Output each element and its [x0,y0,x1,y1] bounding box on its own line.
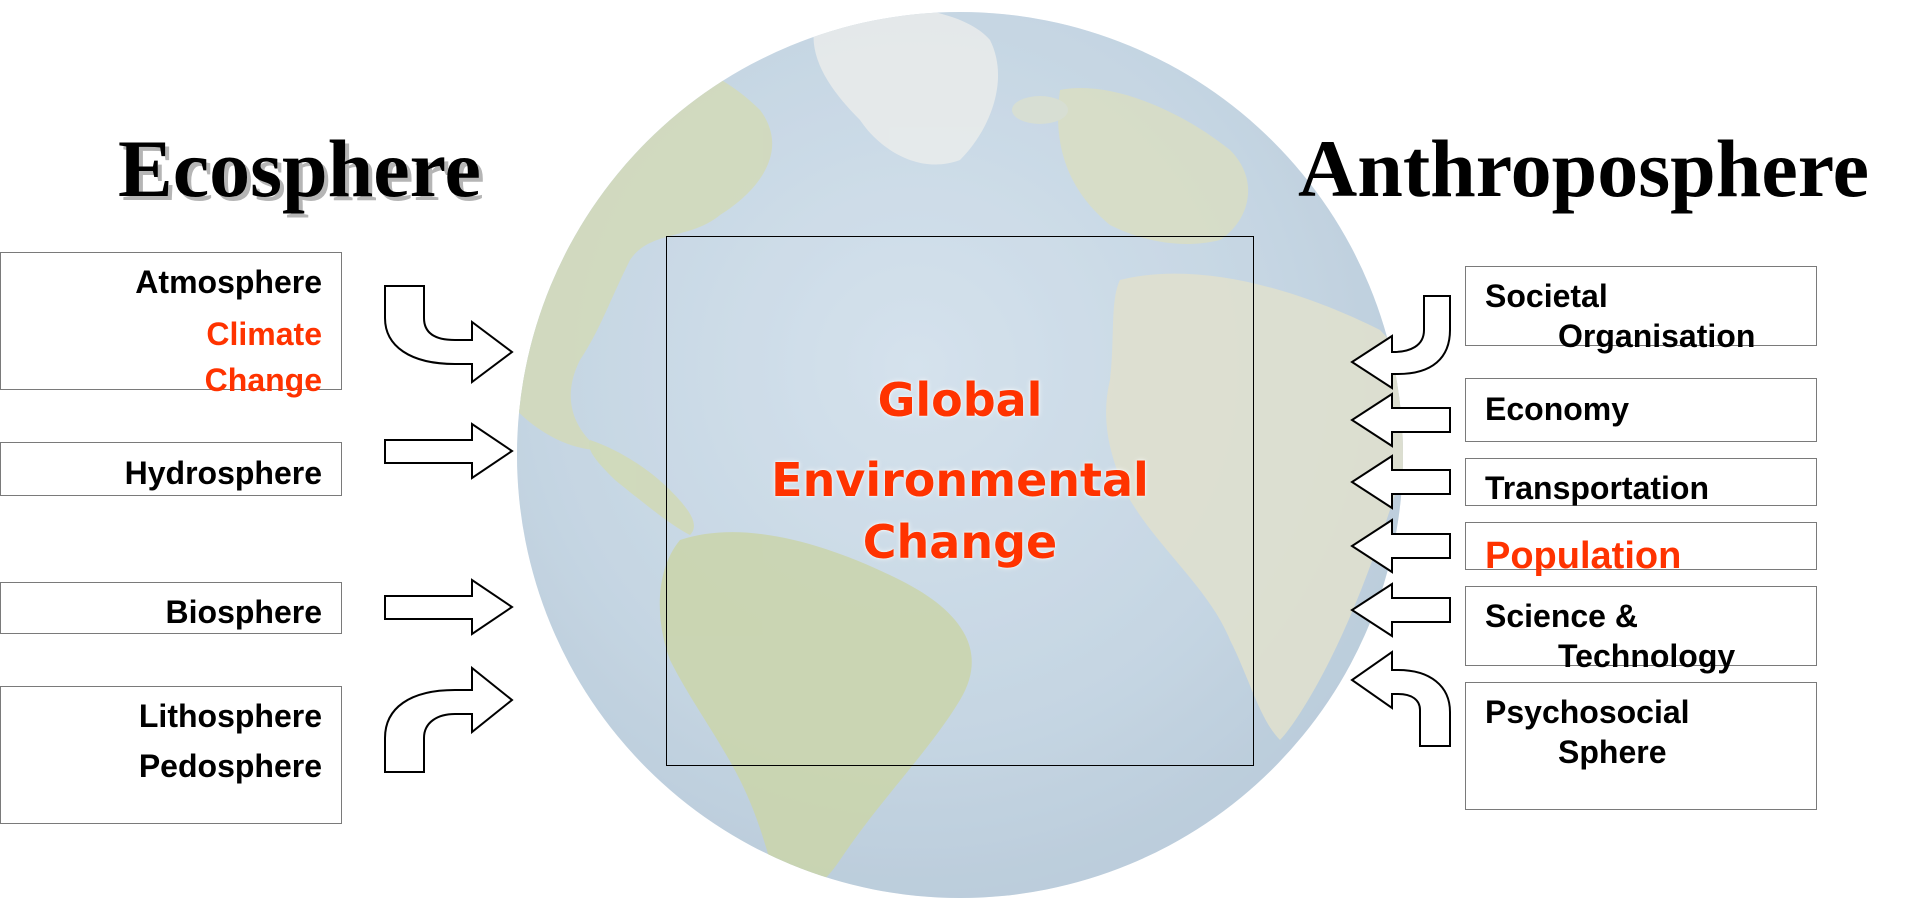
pedosphere-label: Pedosphere [138,748,322,784]
global-environmental-change-box: Global Environmental Change [666,236,1254,766]
africa-shape [1106,273,1403,740]
hydrosphere-arrow-icon [384,422,514,480]
climate-change-line-1: Climate [206,316,322,352]
atmosphere-arrow-icon [384,285,514,384]
population-box [1465,522,1817,570]
biosphere-arrow-icon [384,578,514,636]
hydrosphere-box [0,442,342,496]
transportation-box [1465,458,1817,506]
transportation-arrow-icon [1350,454,1451,510]
lithosphere-box [0,686,342,824]
societal-organisation-box [1465,266,1817,346]
greenland-shape [813,12,998,165]
globe-haze [517,12,1403,898]
psychosocial-arrow-icon [1350,650,1451,747]
south-america-shape [659,532,972,898]
economy-box [1465,378,1817,442]
science-arrow-icon [1350,582,1451,638]
science-technology-box [1465,586,1817,666]
ecosphere-heading: Ecosphere [118,123,481,214]
atmosphere-box [0,252,342,390]
economy-arrow-icon [1350,392,1451,448]
psychosocial-sphere-box [1465,682,1817,810]
lithosphere-label: Lithosphere [138,698,322,734]
atmosphere-label: Atmosphere [135,264,322,300]
center-line-3: Change [862,515,1058,569]
lithosphere-arrow-icon [384,665,514,773]
biosphere-box [0,582,342,634]
sphere-label: Sphere [1558,734,1667,770]
societal-label: Societal [1485,278,1608,314]
population-label: Population [1485,535,1682,577]
societal-arrow-icon [1350,295,1451,390]
science-label: Science & [1485,598,1638,634]
hydrosphere-label: Hydrosphere [124,455,322,491]
economy-label: Economy [1485,391,1630,427]
population-arrow-icon [1350,518,1451,574]
biosphere-label: Biosphere [165,594,322,630]
psychosocial-label: Psychosocial [1485,694,1690,730]
central-america-shape [589,440,694,535]
technology-label: Technology [1558,638,1736,674]
organisation-label: Organisation [1558,318,1756,354]
climate-change-line-2: Change [204,362,322,398]
iceland-shape [1012,96,1068,124]
center-line-2: Environmental [771,453,1149,507]
transportation-label: Transportation [1485,470,1710,506]
europe-shape [1058,88,1249,245]
center-line-1: Global [877,373,1043,427]
anthroposphere-heading: Anthroposphere [1298,123,1870,214]
